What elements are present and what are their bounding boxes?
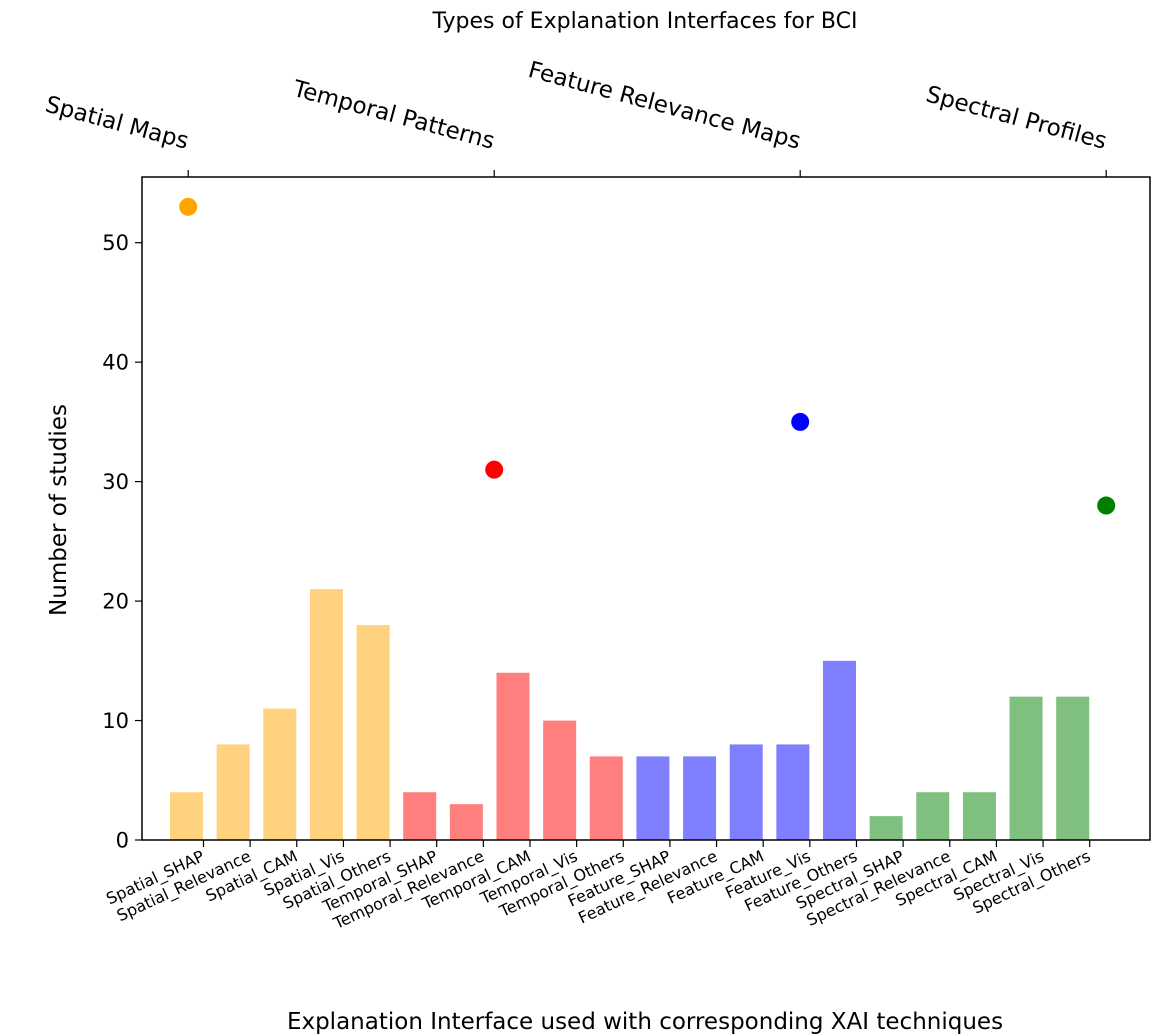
bar-temporal-cam [496, 672, 530, 840]
bar-temporal-shap [403, 792, 437, 840]
bar-feature-cam [729, 744, 763, 840]
bar-feature-relevance [683, 756, 717, 840]
bar-spatial-relevance [216, 744, 250, 840]
bar-spatial-others [356, 624, 390, 840]
y-axis-label: Number of studies [46, 404, 72, 616]
y-tick-label: 50 [102, 231, 129, 255]
bar-spectral-cam [962, 792, 996, 840]
group-total-dot [1097, 496, 1116, 515]
group-total-dot [791, 412, 810, 431]
bar-spectral-relevance [916, 792, 950, 840]
bar-feature-shap [636, 756, 670, 840]
bar-temporal-others [589, 756, 623, 840]
y-tick-label: 20 [102, 590, 129, 614]
bar-temporal-relevance [449, 804, 483, 840]
y-axis: 0 10 20 30 40 50 [102, 231, 142, 853]
bar-feature-vis [776, 744, 810, 840]
chart-title: Types of Explanation Interfaces for BCI [432, 9, 858, 34]
group-total-dot [179, 197, 198, 216]
y-tick-label: 40 [102, 351, 129, 375]
group-totals [179, 197, 1116, 515]
bar-spectral-others [1056, 696, 1090, 840]
top-group-label: Spatial Maps [43, 92, 192, 155]
y-tick-label: 10 [102, 709, 129, 733]
top-group-label: Spectral Profiles [923, 82, 1109, 155]
top-axis: Spatial Maps Temporal Patterns Feature Rel… [43, 57, 1109, 177]
y-tick-label: 30 [102, 470, 129, 494]
top-group-label: Temporal Patterns [289, 76, 497, 155]
bars [170, 589, 1090, 840]
y-tick-label: 0 [116, 829, 129, 853]
bar-spatial-vis [309, 589, 343, 840]
bar-feature-others [822, 660, 856, 840]
bar-spectral-vis [1009, 696, 1043, 840]
x-axis: Spatial_SHAPSpatial_RelevanceSpatial_CAM… [103, 840, 1094, 934]
top-group-label: Feature Relevance Maps [525, 57, 803, 155]
group-total-dot [485, 460, 504, 479]
bar-spectral-shap [869, 816, 903, 840]
bar-spatial-cam [263, 708, 297, 840]
plot-frame [141, 176, 1151, 841]
bar-spatial-shap [170, 792, 203, 840]
x-axis-label: Explanation Interface used with correspo… [287, 1009, 1003, 1035]
bar-temporal-vis [543, 720, 577, 840]
